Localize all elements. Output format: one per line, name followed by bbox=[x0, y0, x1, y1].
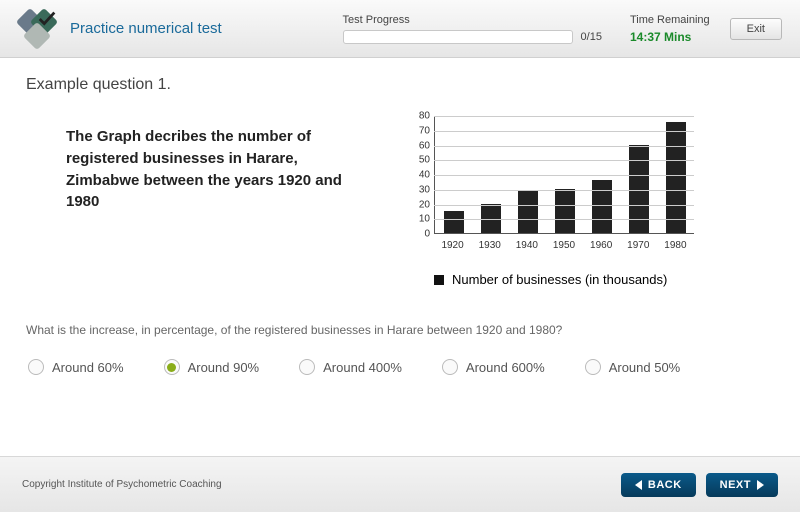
chart-bar bbox=[481, 204, 501, 234]
x-label: 1940 bbox=[512, 240, 542, 251]
grid-line bbox=[434, 146, 694, 147]
y-tick: 80 bbox=[406, 111, 434, 122]
question-description: The Graph decribes the number of registe… bbox=[66, 126, 366, 213]
radio-icon bbox=[585, 359, 601, 375]
answer-option[interactable]: Around 60% bbox=[28, 359, 124, 375]
x-label: 1950 bbox=[549, 240, 579, 251]
time-value: 14:37 Mins bbox=[630, 30, 710, 44]
progress-label: Test Progress bbox=[343, 14, 410, 26]
radio-icon bbox=[442, 359, 458, 375]
question-prompt: What is the increase, in percentage, of … bbox=[26, 323, 774, 337]
arrow-left-icon bbox=[635, 480, 642, 490]
chart-bar bbox=[592, 180, 612, 233]
answer-option[interactable]: Around 400% bbox=[299, 359, 402, 375]
chart-legend: Number of businesses (in thousands) bbox=[434, 272, 774, 287]
chart-bar bbox=[518, 190, 538, 233]
x-label: 1980 bbox=[660, 240, 690, 251]
main-content: Example question 1. The Graph decribes t… bbox=[0, 58, 800, 456]
y-tick: 50 bbox=[406, 155, 434, 166]
grid-line bbox=[434, 205, 694, 206]
legend-label: Number of businesses (in thousands) bbox=[452, 272, 667, 287]
next-button[interactable]: NEXT bbox=[706, 473, 778, 497]
back-label: BACK bbox=[648, 479, 682, 491]
x-label: 1960 bbox=[586, 240, 616, 251]
grid-line bbox=[434, 160, 694, 161]
grid-line bbox=[434, 175, 694, 176]
copyright-text: Copyright Institute of Psychometric Coac… bbox=[22, 479, 222, 490]
y-tick: 10 bbox=[406, 214, 434, 225]
radio-icon bbox=[299, 359, 315, 375]
bar-chart: 0 10 20 30 40 50 60 70 80 1920 1930 1940 1950 1960 197… bbox=[406, 112, 706, 262]
option-label: Around 400% bbox=[323, 360, 402, 375]
answer-option[interactable]: Around 90% bbox=[164, 359, 260, 375]
radio-icon bbox=[28, 359, 44, 375]
chart-bar bbox=[666, 122, 686, 233]
radio-icon bbox=[164, 359, 180, 375]
chart-bar bbox=[555, 189, 575, 233]
answer-option[interactable]: Around 600% bbox=[442, 359, 545, 375]
y-tick: 0 bbox=[406, 229, 434, 240]
progress-block: Test Progress 0/15 bbox=[343, 14, 602, 44]
x-label: 1970 bbox=[623, 240, 653, 251]
y-tick: 60 bbox=[406, 140, 434, 151]
answer-option[interactable]: Around 50% bbox=[585, 359, 681, 375]
y-tick: 20 bbox=[406, 199, 434, 210]
option-label: Around 90% bbox=[188, 360, 260, 375]
header-bar: Practice numerical test Test Progress 0/… bbox=[0, 0, 800, 58]
exit-button[interactable]: Exit bbox=[730, 18, 782, 40]
progress-count: 0/15 bbox=[581, 31, 602, 43]
logo-icon bbox=[18, 10, 56, 48]
grid-line bbox=[434, 131, 694, 132]
y-tick: 40 bbox=[406, 170, 434, 181]
time-block: Time Remaining 14:37 Mins bbox=[630, 14, 710, 44]
y-tick: 70 bbox=[406, 125, 434, 136]
option-label: Around 600% bbox=[466, 360, 545, 375]
page-title: Practice numerical test bbox=[70, 20, 222, 37]
x-label: 1930 bbox=[475, 240, 505, 251]
option-label: Around 60% bbox=[52, 360, 124, 375]
x-label: 1920 bbox=[438, 240, 468, 251]
arrow-right-icon bbox=[757, 480, 764, 490]
next-label: NEXT bbox=[720, 479, 751, 491]
grid-line bbox=[434, 190, 694, 191]
y-tick: 30 bbox=[406, 184, 434, 195]
grid-line bbox=[434, 116, 694, 117]
footer-bar: Copyright Institute of Psychometric Coac… bbox=[0, 456, 800, 512]
chart-bar bbox=[444, 211, 464, 233]
grid-line bbox=[434, 219, 694, 220]
legend-swatch-icon bbox=[434, 275, 444, 285]
option-label: Around 50% bbox=[609, 360, 681, 375]
question-heading: Example question 1. bbox=[26, 76, 774, 94]
options-row: Around 60% Around 90% Around 400% Around 60… bbox=[26, 359, 774, 375]
back-button[interactable]: BACK bbox=[621, 473, 696, 497]
progress-bar bbox=[343, 30, 573, 44]
time-label: Time Remaining bbox=[630, 14, 710, 26]
